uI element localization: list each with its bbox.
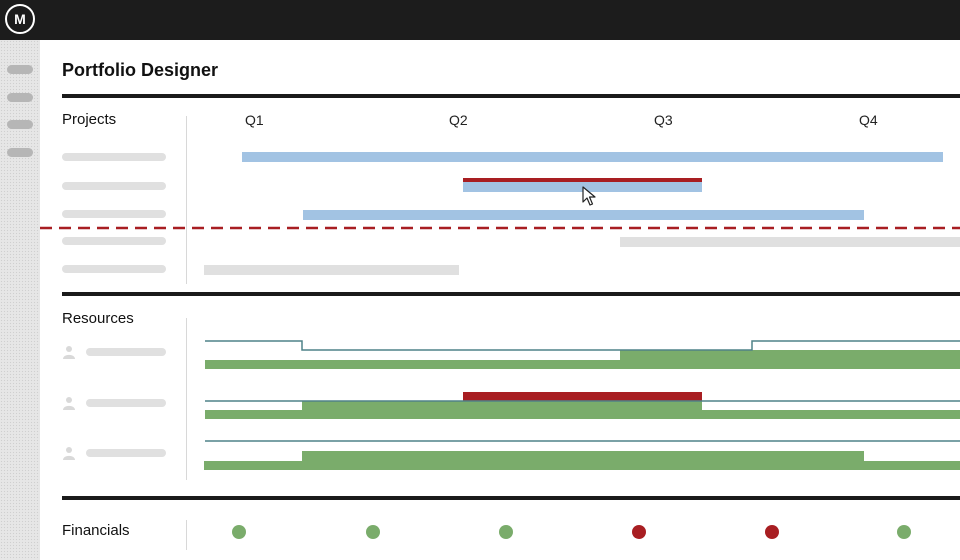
financial-status-dot-ok[interactable] [232,525,246,539]
person-icon [63,397,75,410]
sidebar-item-3[interactable] [7,120,33,129]
allocation-area [205,350,960,369]
project-conflict-marker [463,178,702,182]
column-divider [186,520,187,550]
capacity-line [205,340,960,351]
quarter-label-q1: Q1 [245,112,264,128]
sidebar-item-2[interactable] [7,93,33,102]
quarter-label-q4: Q4 [859,112,878,128]
sidebar-item-4[interactable] [7,148,33,157]
allocation-area [204,451,960,470]
financial-status-dot-bad[interactable] [632,525,646,539]
project-name-placeholder [62,237,166,245]
section-divider [62,496,960,500]
mouse-pointer-icon [582,186,596,206]
section-divider [62,94,960,98]
person-icon [63,447,75,460]
project-name-placeholder [62,182,166,190]
section-label-financials: Financials [62,522,130,539]
quarter-label-q3: Q3 [654,112,673,128]
page-title: Portfolio Designer [62,60,219,80]
top-bar: M [0,0,960,40]
resource-name-placeholder [86,449,166,457]
person-icon [63,346,75,359]
resource-name-placeholder [86,348,166,356]
sidebar-item-1[interactable] [7,65,33,74]
section-divider [62,292,960,296]
column-divider [186,116,187,284]
project-bar-inactive[interactable] [204,265,459,275]
quarter-label-q2: Q2 [449,112,468,128]
financial-status-dot-ok[interactable] [366,525,380,539]
project-bar-inactive[interactable] [620,237,960,247]
allocation-area [205,401,960,419]
resource-allocation-chart [204,340,960,470]
project-name-placeholder [62,265,166,273]
over-allocation-marker [463,392,702,401]
project-bar[interactable] [242,152,943,162]
financial-status-dot-ok[interactable] [897,525,911,539]
budget-threshold-line [40,226,960,230]
column-divider [186,318,187,480]
financial-status-dot-ok[interactable] [499,525,513,539]
resource-name-placeholder [86,399,166,407]
brand-logo-icon[interactable]: M [5,4,35,34]
main-content: Portfolio Designer Projects Q1 Q2 Q3 Q4 … [40,40,960,560]
financial-status-dot-bad[interactable] [765,525,779,539]
section-label-resources: Resources [62,310,134,327]
project-bar[interactable] [303,210,864,220]
project-name-placeholder [62,210,166,218]
sidebar [0,40,40,560]
section-label-projects: Projects [62,111,117,128]
project-name-placeholder [62,153,166,161]
